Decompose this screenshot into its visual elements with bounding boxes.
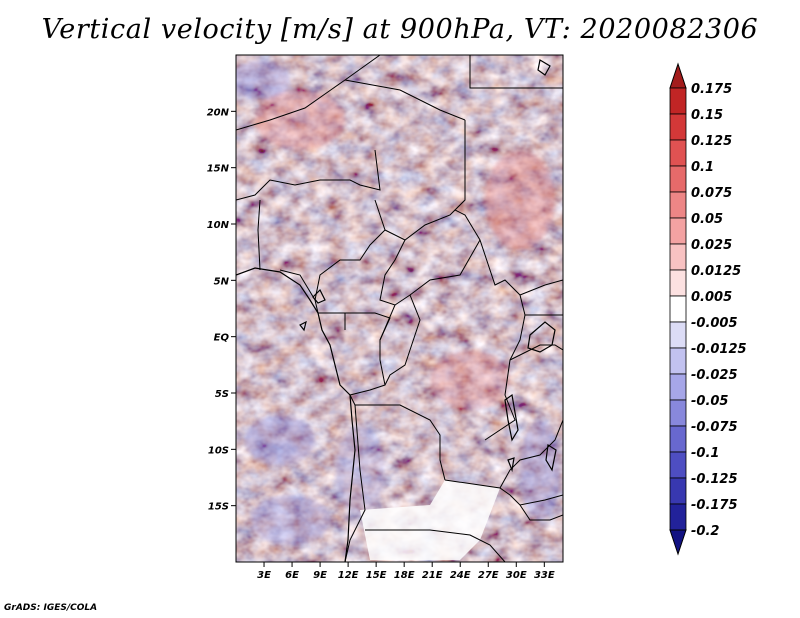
colorbar-over-arrow (669, 62, 687, 89)
map-frame (235, 54, 564, 563)
colorbar-segment (669, 243, 687, 271)
colorbar-segment (669, 139, 687, 167)
colorbar-segment (669, 373, 687, 401)
colorbar-level-label: -0.005 (691, 316, 738, 331)
y-tick-label: EQ (214, 333, 230, 344)
colorbar-segment (669, 87, 687, 115)
colorbar-level-label: 0.075 (691, 186, 732, 201)
colorbar-level-label: -0.125 (691, 472, 738, 487)
x-axis-ticks: 3E 6E 9E 12E 15E 18E 21E 24E 27E 30E 33E (257, 562, 555, 581)
colorbar-level-label: -0.175 (691, 498, 738, 513)
colorbar-level-label: -0.025 (691, 368, 738, 383)
colorbar-level-label: 0.1 (691, 160, 714, 175)
colorbar-level-label: 0.05 (691, 212, 723, 227)
colorbar-under-arrow (669, 529, 687, 556)
colorbar-level-label: -0.05 (691, 394, 728, 409)
colorbar-level-label: 0.15 (691, 108, 723, 123)
colorbar-level-label: 0.0125 (691, 264, 741, 279)
colorbar-level-label: -0.075 (691, 420, 738, 435)
coastlines (236, 59, 557, 562)
colorbar-segment (669, 425, 687, 453)
x-tick-label: 3E (257, 570, 271, 581)
y-tick-label: 5N (214, 276, 230, 287)
x-tick-label: 12E (338, 570, 359, 581)
colorbar-level-label: -0.0125 (691, 342, 747, 357)
x-tick-label: 27E (478, 570, 499, 581)
colorbar-segment (669, 191, 687, 219)
colorbar-segment (669, 113, 687, 141)
x-tick-label: 33E (534, 570, 555, 581)
chart-title: Vertical velocity [m/s] at 900hPa, VT: 2… (41, 14, 759, 45)
colorbar-level-label: 0.175 (691, 82, 732, 97)
x-tick-label: 6E (285, 570, 299, 581)
colorbar-level-label: -0.2 (691, 524, 719, 539)
colorbar-segment (669, 503, 687, 531)
y-axis-ticks: 20N 15N 10N 5N EQ 5S 10S 15S (207, 107, 236, 513)
x-tick-label: 9E (313, 570, 327, 581)
x-tick-label: 21E (422, 570, 443, 581)
colorbar: 0.175 0.15 0.125 0.1 0.075 0.05 0.025 0.0125 0.0… (669, 62, 747, 556)
colorbar-segment (669, 165, 687, 193)
colorbar-level-label: 0.025 (691, 238, 732, 253)
x-tick-label: 24E (450, 570, 471, 581)
colorbar-segment (669, 321, 687, 349)
colorbar-level-label: -0.1 (691, 446, 719, 461)
colorbar-segment (669, 295, 687, 323)
x-tick-label: 15E (366, 570, 387, 581)
y-tick-label: 15S (208, 502, 229, 513)
y-tick-label: 10S (208, 445, 229, 456)
map-area (236, 55, 563, 562)
flat-region (360, 480, 500, 560)
colorbar-segment (669, 477, 687, 505)
colorbar-segment (669, 347, 687, 375)
y-tick-label: 20N (207, 107, 230, 118)
y-tick-label: 10N (207, 220, 230, 231)
colorbar-segment (669, 399, 687, 427)
country-borders (236, 55, 563, 562)
colorbar-segment (669, 451, 687, 479)
x-tick-label: 30E (506, 570, 527, 581)
colorbar-level-label: 0.125 (691, 134, 732, 149)
y-tick-label: 5S (215, 389, 229, 400)
credit-label: GrADS: IGES/COLA (4, 603, 98, 613)
colorbar-segment (669, 269, 687, 297)
colorbar-level-label: 0.005 (691, 290, 732, 305)
x-tick-label: 18E (394, 570, 415, 581)
y-tick-label: 15N (207, 164, 230, 175)
colorbar-segment (669, 217, 687, 245)
